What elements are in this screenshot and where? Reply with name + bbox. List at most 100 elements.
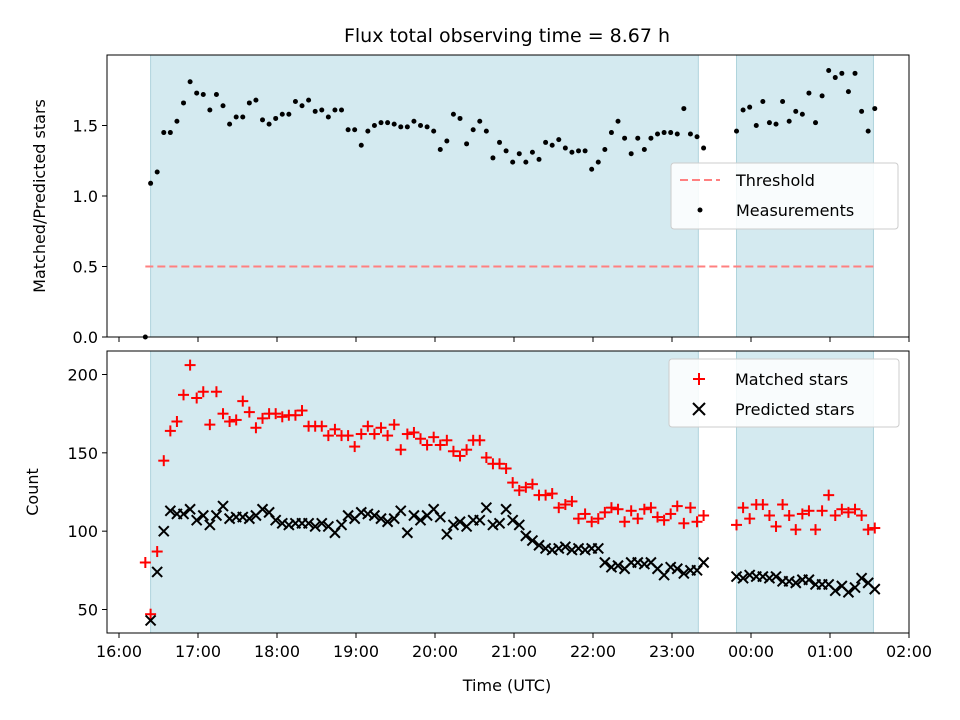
matched-star-point <box>763 510 775 521</box>
measurement-point <box>437 146 443 152</box>
measurement-point <box>556 137 562 143</box>
measurement-point <box>246 100 252 106</box>
matched-star-point <box>737 502 749 514</box>
predicted-star-point <box>151 566 163 578</box>
predicted-star-point <box>599 556 611 569</box>
measurement-point <box>227 121 233 127</box>
measurement-point <box>813 120 819 126</box>
measurement-point <box>562 145 568 151</box>
top-axis-ticks: 0.0 0.5 1.0 1.5 <box>73 117 910 347</box>
predicted-star-point <box>539 542 552 555</box>
measurement-point <box>194 90 200 96</box>
predicted-star-point <box>579 544 591 556</box>
measurement-point <box>253 97 259 103</box>
matched-star-point <box>513 484 525 496</box>
matched-star-point <box>178 389 190 401</box>
matched-star-point <box>151 546 163 558</box>
predicted-star-point <box>381 516 394 528</box>
matched-star-point <box>480 452 492 464</box>
measurement-point <box>622 135 628 141</box>
measurement-point <box>398 124 404 130</box>
measurement-point <box>358 142 364 148</box>
measurement-point <box>694 134 700 140</box>
predicted-star-point <box>678 567 690 580</box>
measurement-point <box>865 128 871 134</box>
predicted-star-point <box>506 514 519 526</box>
predicted-star-point <box>197 509 209 522</box>
predicted-star-point <box>256 503 269 515</box>
matched-star-point <box>553 502 565 514</box>
matched-star-point <box>270 408 282 420</box>
measurement-point <box>365 128 371 134</box>
matched-star-point <box>224 416 236 427</box>
matched-star-point <box>526 478 538 490</box>
measurement-point <box>701 145 707 151</box>
measurement-point <box>167 130 173 136</box>
matched-star-point <box>349 441 361 453</box>
measurement-point <box>200 91 206 97</box>
predicted-star-point <box>855 572 868 584</box>
predicted-star-point <box>513 519 525 531</box>
measurement-point <box>859 108 865 114</box>
matched-star-point <box>671 500 683 512</box>
measurement-point <box>213 91 219 97</box>
measurement-point <box>352 127 358 133</box>
predicted-star-point <box>190 514 203 526</box>
measurement-point <box>615 118 621 124</box>
matched-star-point <box>842 506 854 518</box>
predicted-star-point <box>283 519 295 531</box>
measurement-point <box>872 106 878 112</box>
measurement-point <box>766 120 772 126</box>
predicted-star-point <box>441 528 453 541</box>
matched-star-point <box>210 386 222 398</box>
matched-star-point <box>164 425 176 437</box>
measurement-point <box>483 128 489 134</box>
predicted-star-point <box>671 563 683 575</box>
measurement-point <box>411 118 417 124</box>
matched-star-point <box>355 428 367 440</box>
measurement-point <box>681 106 687 112</box>
matched-star-point <box>171 416 183 427</box>
legend-predicted-label: Predicted stars <box>735 400 855 419</box>
x-tick-label: 22:00 <box>570 642 616 661</box>
bottom-y-tick-label: 150 <box>67 444 98 463</box>
measurement-point <box>635 135 641 141</box>
x-tick-label: 16:00 <box>96 642 142 661</box>
top-legend: Threshold Measurements <box>670 162 899 230</box>
predicted-star-point <box>355 506 367 519</box>
measurement-point <box>391 121 397 127</box>
measurement-point <box>424 124 430 130</box>
predicted-star-point <box>237 511 249 523</box>
matched-star-point <box>447 445 459 457</box>
measurement-point <box>385 120 391 126</box>
measurement-point <box>220 103 226 109</box>
matched-star-point <box>869 522 881 534</box>
matched-star-point <box>592 513 604 525</box>
matched-star-point <box>184 359 196 371</box>
measurement-point <box>786 118 792 124</box>
measurements-series <box>142 68 878 340</box>
matched-star-point <box>586 516 598 528</box>
bottom-y-tick-label: 200 <box>67 366 98 385</box>
predicted-star-point <box>592 542 604 555</box>
predicted-star-point <box>204 519 216 531</box>
x-axis-label: Time (UTC) <box>462 676 551 695</box>
measurement-point <box>260 117 266 123</box>
matched-star-point <box>862 524 874 536</box>
matched-star-point <box>638 503 650 515</box>
matched-star-point <box>507 477 519 489</box>
matched-star-point <box>139 557 151 568</box>
measurement-point <box>806 90 812 96</box>
measurement-point <box>687 131 693 137</box>
matched-star-point <box>474 434 486 446</box>
measurement-point <box>154 169 160 175</box>
matched-star-point <box>678 517 690 529</box>
top-legend-box <box>670 162 899 230</box>
legend-matched-label: Matched stars <box>735 370 848 389</box>
matched-star-point <box>520 481 532 493</box>
matched-star-point <box>796 508 808 520</box>
matched-star-point <box>790 524 802 536</box>
x-tick-label: 19:00 <box>333 642 379 661</box>
measurement-point <box>312 108 318 114</box>
matched-star-point <box>421 439 433 451</box>
